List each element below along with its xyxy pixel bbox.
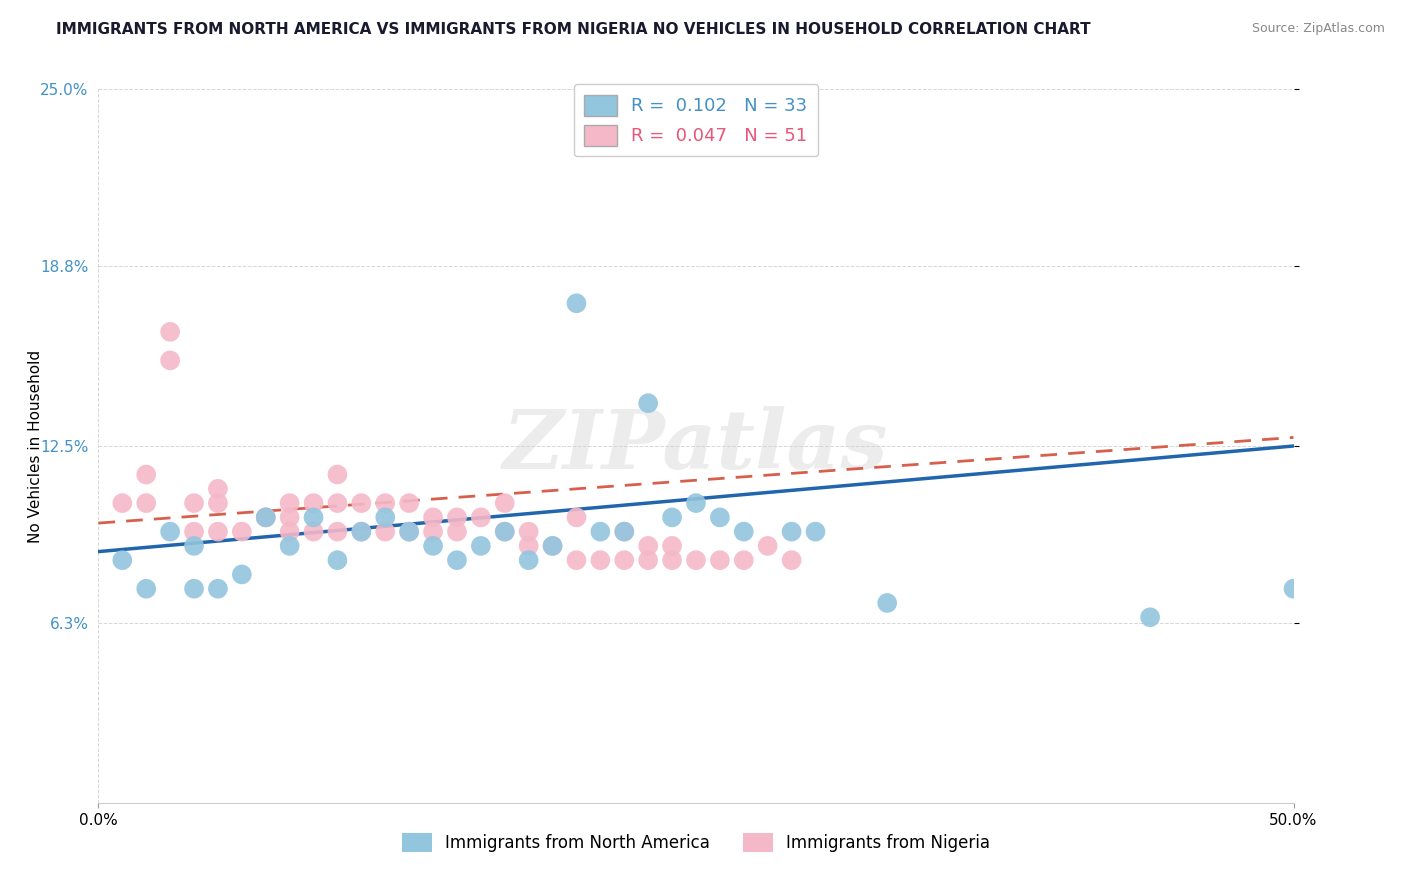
Point: [350, 496, 373, 510]
Text: IMMIGRANTS FROM NORTH AMERICA VS IMMIGRANTS FROM NIGERIA NO VEHICLES IN HOUSEHOL: IMMIGRANTS FROM NORTH AMERICA VS IMMIGRA…: [56, 22, 1091, 37]
Point: [733, 524, 755, 539]
Point: [135, 467, 157, 482]
Point: [422, 510, 444, 524]
Point: [398, 524, 420, 539]
Point: [374, 524, 396, 539]
Point: [876, 596, 898, 610]
Point: [422, 539, 444, 553]
Point: [446, 524, 468, 539]
Point: [159, 325, 181, 339]
Point: [446, 553, 468, 567]
Point: [183, 539, 205, 553]
Point: [804, 524, 827, 539]
Point: [517, 524, 540, 539]
Point: [398, 496, 420, 510]
Point: [613, 553, 636, 567]
Point: [111, 496, 134, 510]
Point: [302, 524, 325, 539]
Point: [661, 510, 683, 524]
Point: [254, 510, 277, 524]
Point: [517, 553, 540, 567]
Point: [207, 524, 229, 539]
Point: [685, 553, 707, 567]
Point: [374, 510, 396, 524]
Point: [637, 553, 659, 567]
Point: [685, 496, 707, 510]
Point: [254, 510, 277, 524]
Point: [565, 553, 588, 567]
Point: [111, 553, 134, 567]
Point: [756, 539, 779, 553]
Point: [613, 524, 636, 539]
Point: [446, 510, 468, 524]
Point: [207, 582, 229, 596]
Point: [780, 553, 803, 567]
Point: [1139, 610, 1161, 624]
Point: [135, 582, 157, 596]
Point: [278, 510, 301, 524]
Point: [207, 482, 229, 496]
Point: [302, 496, 325, 510]
Point: [589, 524, 612, 539]
Point: [565, 296, 588, 310]
Point: [278, 539, 301, 553]
Point: [231, 567, 253, 582]
Point: [661, 539, 683, 553]
Point: [565, 510, 588, 524]
Point: [183, 496, 205, 510]
Point: [374, 496, 396, 510]
Point: [1282, 582, 1305, 596]
Point: [709, 553, 731, 567]
Point: [159, 353, 181, 368]
Text: No Vehicles in Household: No Vehicles in Household: [28, 350, 42, 542]
Point: [709, 510, 731, 524]
Point: [159, 524, 181, 539]
Point: [254, 510, 277, 524]
Point: [326, 553, 349, 567]
Point: [326, 467, 349, 482]
Point: [231, 524, 253, 539]
Point: [135, 496, 157, 510]
Point: [326, 524, 349, 539]
Point: [350, 524, 373, 539]
Point: [494, 524, 516, 539]
Point: [422, 524, 444, 539]
Point: [494, 524, 516, 539]
Point: [637, 539, 659, 553]
Point: [326, 496, 349, 510]
Point: [780, 524, 803, 539]
Point: [350, 524, 373, 539]
Point: [278, 496, 301, 510]
Point: [613, 524, 636, 539]
Text: Source: ZipAtlas.com: Source: ZipAtlas.com: [1251, 22, 1385, 36]
Point: [183, 524, 205, 539]
Point: [541, 539, 564, 553]
Point: [661, 553, 683, 567]
Point: [589, 553, 612, 567]
Point: [517, 539, 540, 553]
Point: [183, 582, 205, 596]
Point: [470, 539, 492, 553]
Point: [278, 524, 301, 539]
Point: [470, 510, 492, 524]
Point: [302, 510, 325, 524]
Point: [398, 524, 420, 539]
Point: [637, 396, 659, 410]
Point: [207, 496, 229, 510]
Point: [541, 539, 564, 553]
Point: [494, 496, 516, 510]
Legend: Immigrants from North America, Immigrants from Nigeria: Immigrants from North America, Immigrant…: [395, 826, 997, 859]
Text: ZIPatlas: ZIPatlas: [503, 406, 889, 486]
Point: [733, 553, 755, 567]
